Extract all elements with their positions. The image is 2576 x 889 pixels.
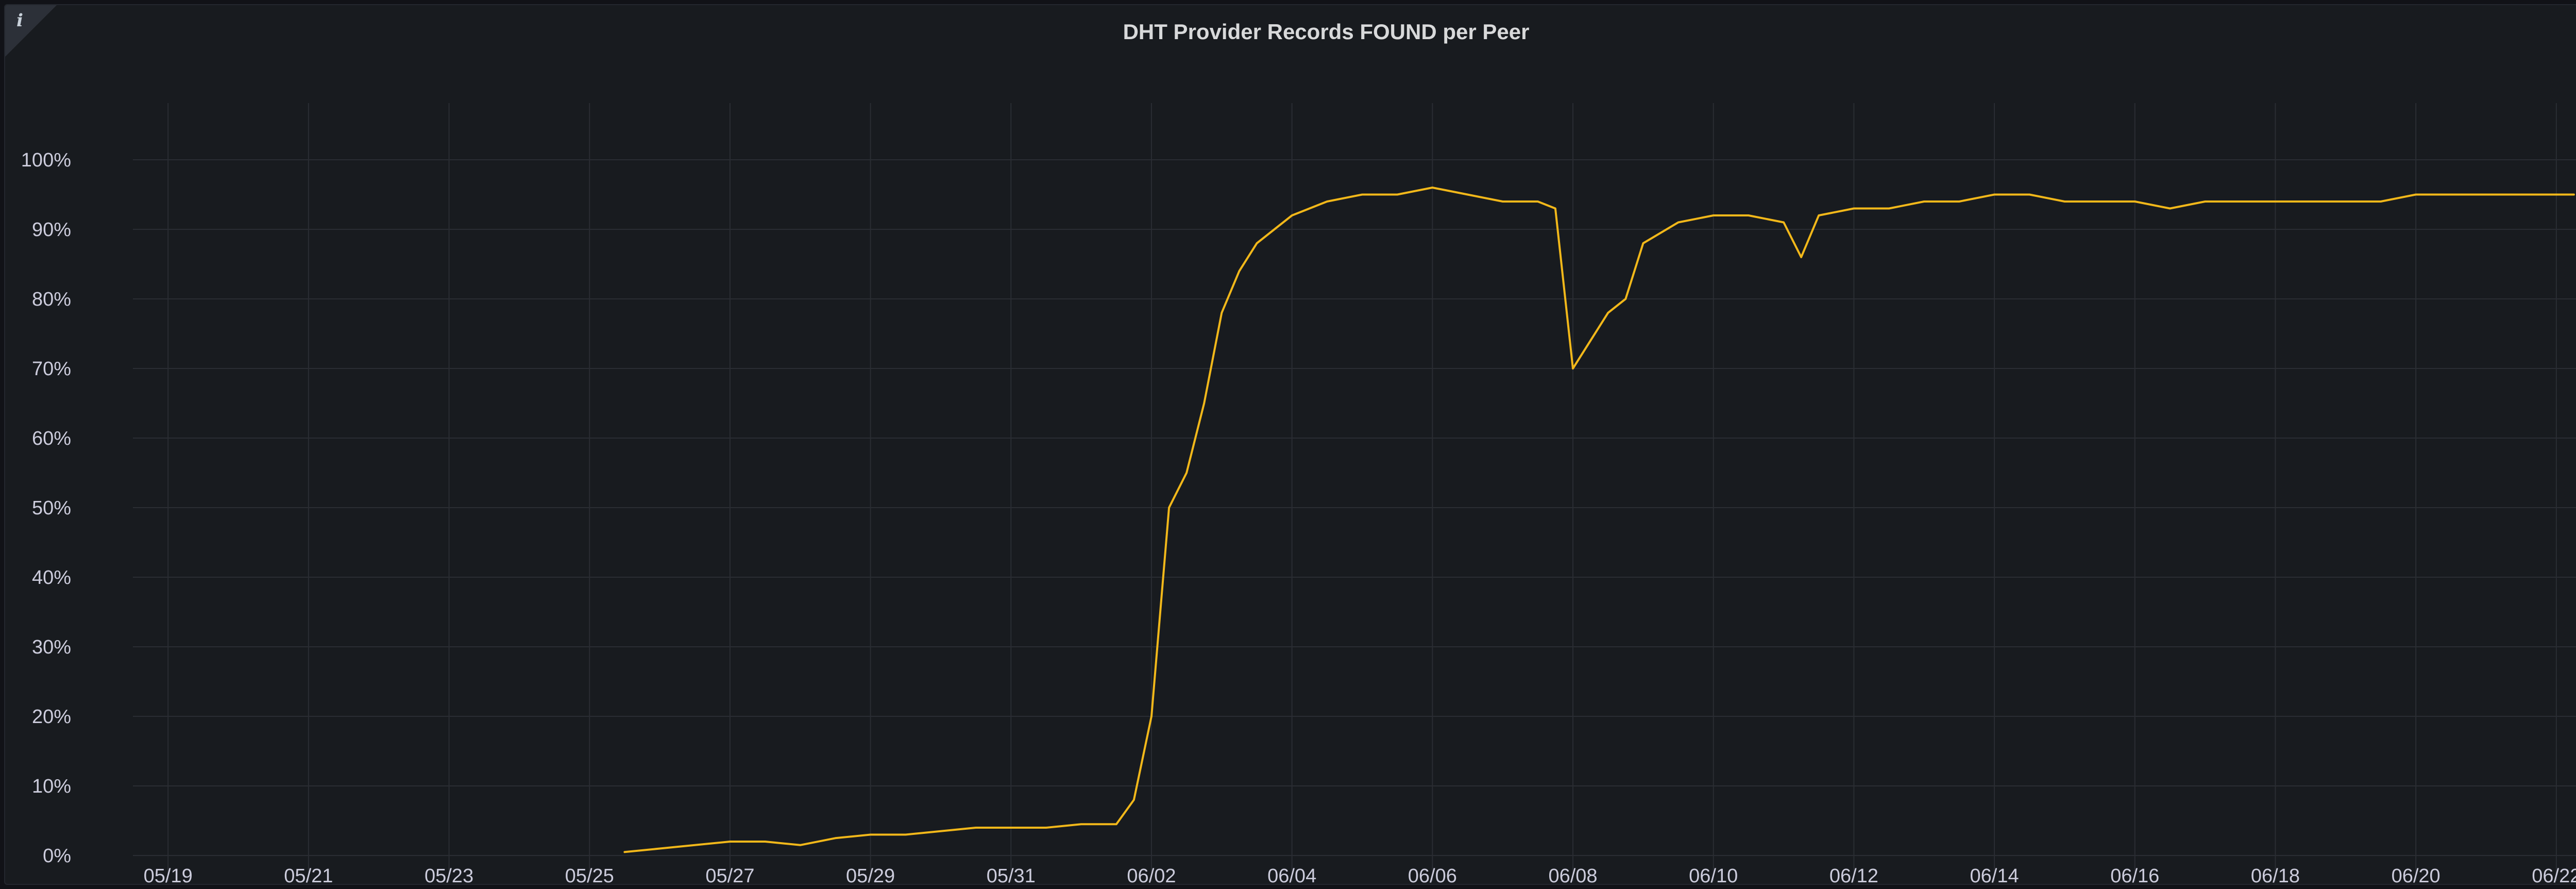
series-line xyxy=(623,187,2575,853)
x-tick-label: 06/04 xyxy=(1267,865,1316,885)
chart-panel: 0% 10% 20% 30% 40% 50% 60% 70% 80% 90% 100% 05/19 0… xyxy=(4,4,2576,885)
x-tick-label: 06/18 xyxy=(2251,865,2300,885)
x-axis: 05/19 05/21 05/23 05/25 05/27 05/29 05/31 06/02… xyxy=(144,865,2576,885)
x-tick-label: 05/21 xyxy=(284,865,333,885)
y-tick-label: 0% xyxy=(43,845,71,867)
x-tick-label: 06/02 xyxy=(1127,865,1176,885)
x-tick-label: 05/31 xyxy=(987,865,1036,885)
y-tick-label: 100% xyxy=(21,149,71,171)
info-icon[interactable]: i xyxy=(16,10,23,31)
x-tick-label: 06/12 xyxy=(1829,865,1878,885)
x-tick-label: 05/27 xyxy=(705,865,754,885)
y-tick-label: 10% xyxy=(32,776,71,797)
y-tick-label: 50% xyxy=(32,497,71,519)
x-tick-label: 06/16 xyxy=(2110,865,2159,885)
y-tick-label: 90% xyxy=(32,219,71,241)
x-tick-label: 06/14 xyxy=(1970,865,2019,885)
series-layer xyxy=(623,187,2575,853)
y-tick-label: 40% xyxy=(32,567,71,589)
x-tick-label: 05/23 xyxy=(425,865,473,885)
info-corner xyxy=(5,5,57,57)
x-tick-label: 06/08 xyxy=(1548,865,1597,885)
x-tick-label: 06/22 xyxy=(2532,865,2576,885)
y-tick-label: 30% xyxy=(32,636,71,658)
line-chart: 0%10%20%30%40%50%60%70%80%90%100% 05/19 0… xyxy=(21,103,2576,885)
y-tick-label: 60% xyxy=(32,428,71,449)
grid-lines xyxy=(133,103,2576,881)
x-tick-label: 06/20 xyxy=(2392,865,2441,885)
x-tick-label: 05/29 xyxy=(846,865,895,885)
panel-title: DHT Provider Records FOUND per Peer xyxy=(1123,20,1530,44)
x-tick-label: 05/19 xyxy=(144,865,193,885)
y-tick-label: 20% xyxy=(32,706,71,728)
y-tick-label: 80% xyxy=(32,289,71,310)
x-tick-label: 06/10 xyxy=(1689,865,1738,885)
x-tick-label: 05/25 xyxy=(565,865,614,885)
y-tick-label: 70% xyxy=(32,358,71,380)
x-tick-label: 06/06 xyxy=(1408,865,1457,885)
y-axis: 0% 10% 20% 30% 40% 50% 60% 70% 80% 90% 100% xyxy=(21,149,71,867)
